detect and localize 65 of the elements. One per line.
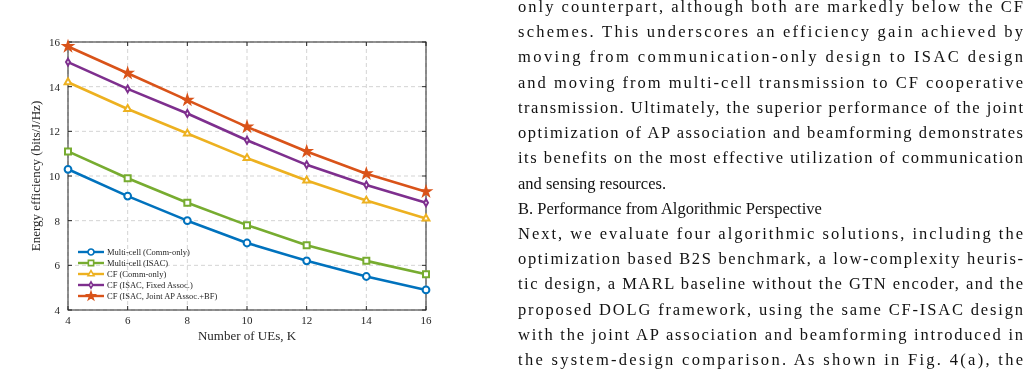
y-axis-title: Energy efficiency (bits/J/Hz): [28, 100, 43, 252]
point: [123, 191, 133, 201]
point: [302, 241, 311, 250]
legend-label: CF (Comm-only): [107, 269, 167, 279]
point: [362, 256, 371, 265]
point: [63, 164, 73, 174]
point: [242, 238, 252, 248]
point: [123, 174, 132, 183]
text: its benefits on the most effective utilization of communication: [518, 148, 1023, 168]
x-axis-title: Number of UEs, K: [197, 328, 297, 343]
point: [60, 39, 76, 53]
text: and sensing resources.: [518, 173, 667, 193]
legend-label: CF (ISAC, Fixed Assoc.): [107, 280, 193, 290]
text: tic design, a MARL baseline without the GTN encoder, and the: [518, 274, 1023, 294]
legend-label: Multi-cell (Comm-only): [107, 247, 191, 257]
point: [361, 195, 371, 204]
point: [243, 221, 251, 230]
point: [120, 65, 135, 80]
text: the system-design comparison. As shown in Fig. 4(a), the: [518, 350, 1023, 369]
y-tick-label: 12: [49, 125, 60, 138]
x-tick-label: 8: [184, 314, 191, 326]
y-tick-label: 6: [54, 259, 61, 272]
text: Next, we evaluate four algorithmic solutions, including the: [518, 223, 1023, 243]
x-tick-label: 6: [124, 314, 131, 326]
point: [421, 213, 431, 222]
x-tick-label: 16: [420, 314, 432, 326]
x-tick-label: 12: [301, 314, 313, 326]
point: [240, 119, 255, 134]
point: [123, 104, 133, 112]
point: [422, 270, 430, 279]
point: [421, 285, 431, 295]
point: [302, 175, 312, 184]
point: [184, 109, 191, 118]
point: [302, 256, 312, 266]
y-tick-label: 10: [49, 170, 61, 182]
y-tick-label: 8: [54, 214, 61, 227]
y-tick-label: 4: [54, 304, 61, 316]
text: optimization based B2S benchmark, a low-complexity heuris-: [518, 249, 1023, 269]
point: [363, 180, 370, 190]
point: [303, 160, 310, 170]
text: moving from communication-only design to ISAC design: [518, 47, 1023, 67]
point: [182, 128, 192, 137]
y-tick-label: 16: [49, 36, 61, 48]
text: proposed DOLG framework, using the same CF-ISAC design: [518, 299, 1023, 319]
text: optimization of AP association and beamforming demonstrates: [518, 123, 1023, 143]
text: and moving from multi-cell transmission to CF cooperative: [518, 72, 1023, 92]
text: schemes. This underscores an efficiency gain achieved by: [518, 22, 1024, 42]
x-tick-label: 10: [241, 314, 253, 326]
x-tick-label: 14: [360, 314, 373, 326]
point: [242, 153, 252, 162]
text: only counterpart, although both are markedly below the CF: [518, 0, 1023, 16]
point: [64, 147, 72, 156]
point: [183, 198, 192, 207]
text: with the joint AP association and beamforming introduced in: [518, 324, 1023, 344]
point: [361, 272, 371, 281]
point: [180, 92, 195, 107]
point: [124, 84, 131, 94]
legend-label: CF (ISAC, Joint AP Assoc.+BF): [107, 291, 218, 301]
point: [182, 216, 192, 226]
legend-label: Multi-cell (ISAC): [107, 258, 169, 268]
x-tick-label: 4: [65, 314, 72, 326]
text: B. Performance from Algorithmic Perspective: [518, 198, 822, 218]
text: transmission. Ultimately, the superior performance of the joint: [518, 97, 1024, 117]
point: [420, 184, 434, 198]
y-tick-label: 14: [49, 80, 61, 93]
